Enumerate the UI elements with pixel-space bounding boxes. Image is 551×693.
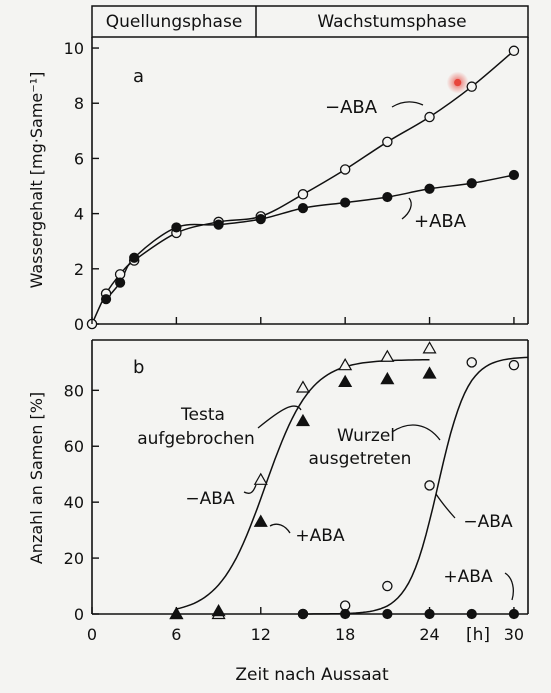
panel-b-y-ticks: 0 20 40 60 80 [64,381,99,624]
plus-aba-point-a [508,169,520,181]
plus-aba-label-b-wurzel: +ABA [443,567,493,587]
panel-a-y-ticks: 0 2 4 6 8 10 [64,39,99,334]
x-tick-label: 6 [171,625,181,644]
panel-a-marks [86,45,520,330]
testa-label-line1: Testa [180,405,225,425]
panel-a-ytick-label: 10 [64,39,84,58]
minus-aba-testa-point [295,380,311,393]
panel-a-ylabel: Wassergehalt [mg·Same⁻¹] [27,72,46,289]
plus-aba-leader-b-testa [269,523,291,534]
minus-aba-leader-b-wurzel [435,493,456,519]
testa-label-line2: aufgebrochen [137,429,255,449]
plus-aba-point-a [297,202,309,214]
plus-aba-point-a [213,219,224,230]
wurzel-label-line2: ausgetreten [309,449,412,469]
x-tick-label: 12 [251,625,271,644]
x-unit: [h] [466,625,490,645]
panel-a-curves [91,50,515,325]
x-ticks: 0 6 12 18 24 30 [87,317,524,644]
minus-aba-point-a [424,111,435,123]
minus-aba-testa-point [338,357,353,371]
plus-aba-wurzel-point [297,608,309,620]
minus-aba-wurzel-point [466,357,477,368]
plus-aba-point-a [340,197,351,208]
plus-aba-wurzel-point [466,608,477,620]
plus-aba-testa-point [380,371,395,385]
panel-b-ytick-label: 60 [64,437,84,456]
phase-label-left: Quellungsphase [106,12,243,32]
minus-aba-label-b-wurzel: −ABA [463,512,513,532]
wurzel-curve [303,356,529,615]
panel-b-ylabel: Anzahl an Samen [%] [27,392,46,564]
minus-aba-leader-b-testa [243,484,257,494]
minus-aba-label-b-testa: −ABA [185,489,235,509]
plus-aba-wurzel-point [508,608,520,620]
minus-aba-point-a [382,136,393,148]
plus-aba-point-a [115,277,126,288]
minus-aba-wurzel-point [508,359,520,371]
panel-a-ytick-label: 4 [74,205,84,224]
minus-aba-wurzel-point [339,600,351,611]
panel-a-letter: a [133,66,144,87]
panel-b-letter: b [133,357,144,378]
panel-a-ytick-label: 0 [74,315,84,334]
panel-b-marks [169,341,520,620]
panel-b-ytick-label: 80 [64,381,84,400]
plus-aba-label-a: +ABA [414,211,467,232]
minus-aba-wurzel-point [424,480,435,491]
plus-aba-point-a [424,183,435,194]
phase-label-right: Wachstumsphase [317,12,466,32]
x-tick-label: 30 [504,625,524,644]
testa-leader [257,405,302,429]
panel-a-ytick-label: 2 [74,260,84,279]
x-tick-label: 0 [87,625,97,644]
plus-aba-testa-point [295,413,311,427]
minus-aba-testa-point [253,472,268,485]
minus-aba-curve-a [91,50,515,325]
panel-b-ytick-label: 0 [74,605,84,624]
plus-aba-point-a [255,214,266,225]
plus-aba-wurzel-point [340,608,351,620]
wurzel-label-line1: Wurzel [337,426,395,446]
minus-aba-wurzel-point [382,580,393,592]
plus-aba-testa-point [169,606,184,620]
plus-aba-point-a [382,191,393,203]
plus-aba-point-a [100,294,112,305]
minus-aba-point-a [339,164,351,175]
phase-header-box [91,5,529,38]
panel-a-ytick-label: 8 [74,94,84,113]
plus-aba-testa-point [253,514,268,527]
panel-b-ytick-label: 20 [64,549,84,568]
wurzel-leader [391,424,441,441]
x-tick-label: 24 [419,625,439,644]
minus-aba-label-a: −ABA [325,97,378,118]
minus-aba-point-a [297,189,309,200]
plus-aba-label-b-testa: +ABA [295,526,345,546]
minus-aba-point-a [508,45,520,57]
plus-aba-testa-point [422,366,437,379]
highlight-dot [454,78,462,87]
panel-b-ytick-label: 40 [64,493,84,512]
minus-aba-testa-point [422,341,437,354]
testa-curve [176,359,430,610]
panel-a-ytick-label: 6 [74,149,84,168]
plus-aba-point-a [129,252,140,263]
minus-aba-testa-point [380,349,395,362]
x-axis-label: Zeit nach Aussaat [235,665,389,685]
plus-aba-testa-point [338,374,353,388]
plus-aba-leader-b-wurzel [504,572,514,601]
plus-aba-leader-a [401,197,412,220]
minus-aba-leader-a [391,101,424,108]
plus-aba-wurzel-point [382,608,393,620]
plus-aba-wurzel-point [424,608,435,620]
plus-aba-testa-point [211,603,226,617]
x-tick-label: 18 [335,625,355,644]
plus-aba-point-a [466,178,477,189]
plus-aba-point-a [171,222,182,233]
